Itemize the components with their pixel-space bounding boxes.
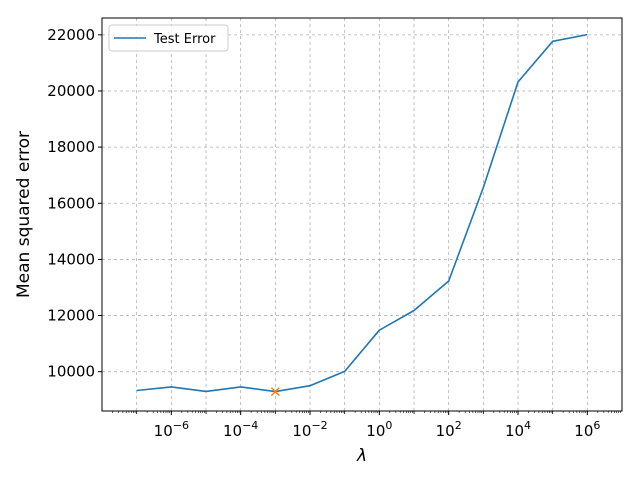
x-tick-label: 104 — [505, 419, 531, 440]
y-tick-label: 16000 — [47, 194, 95, 212]
x-tick-label: 106 — [574, 419, 600, 440]
x-tick-exponent: 0 — [385, 419, 392, 432]
x-tick-base: 10 — [223, 422, 242, 440]
x-tick-exponent: 2 — [455, 419, 462, 432]
y-tick-label: 22000 — [47, 26, 95, 44]
y-tick-label: 20000 — [47, 82, 95, 100]
y-tick-label: 10000 — [47, 363, 95, 381]
series-line-test-error — [136, 33, 588, 393]
x-tick-base: 10 — [292, 422, 311, 440]
minimum-marker — [270, 387, 280, 397]
legend-box — [108, 24, 229, 52]
y-axis-ticks: 10000 12000 14000 16000 18000 20000 22000 — [47, 26, 102, 381]
x-tick-base: 10 — [436, 422, 455, 440]
y-tick-label: 18000 — [47, 138, 95, 156]
grid-lines — [102, 18, 622, 411]
x-axis-label: λ — [356, 446, 367, 466]
x-tick-exponent: −4 — [242, 419, 258, 432]
y-tick-label: 12000 — [47, 307, 95, 325]
x-tick-exponent: 4 — [524, 419, 531, 432]
x-tick-exponent: −2 — [311, 419, 327, 432]
x-tick-base: 10 — [505, 422, 524, 440]
marker-layer — [270, 387, 280, 397]
series-layer — [136, 33, 588, 393]
y-tick-label: 14000 — [47, 250, 95, 268]
x-tick-base: 10 — [154, 422, 173, 440]
x-axis-ticks: 10−6 10−4 10−2 100 102 104 106 — [112, 411, 621, 440]
plot-frame — [101, 17, 623, 412]
x-tick-label: 100 — [366, 419, 392, 440]
x-tick-label: 10−6 — [154, 419, 189, 440]
x-tick-base: 10 — [574, 422, 593, 440]
x-tick-label: 10−4 — [223, 419, 258, 440]
x-tick-exponent: 6 — [593, 419, 600, 432]
y-axis-label: Mean squared error — [14, 131, 34, 298]
legend-label: Test Error — [153, 32, 216, 47]
x-tick-exponent: −6 — [173, 419, 189, 432]
x-tick-base: 10 — [366, 422, 385, 440]
x-tick-label: 10−2 — [292, 419, 327, 440]
x-tick-label: 102 — [436, 419, 462, 440]
legend: Test Error — [108, 24, 229, 52]
